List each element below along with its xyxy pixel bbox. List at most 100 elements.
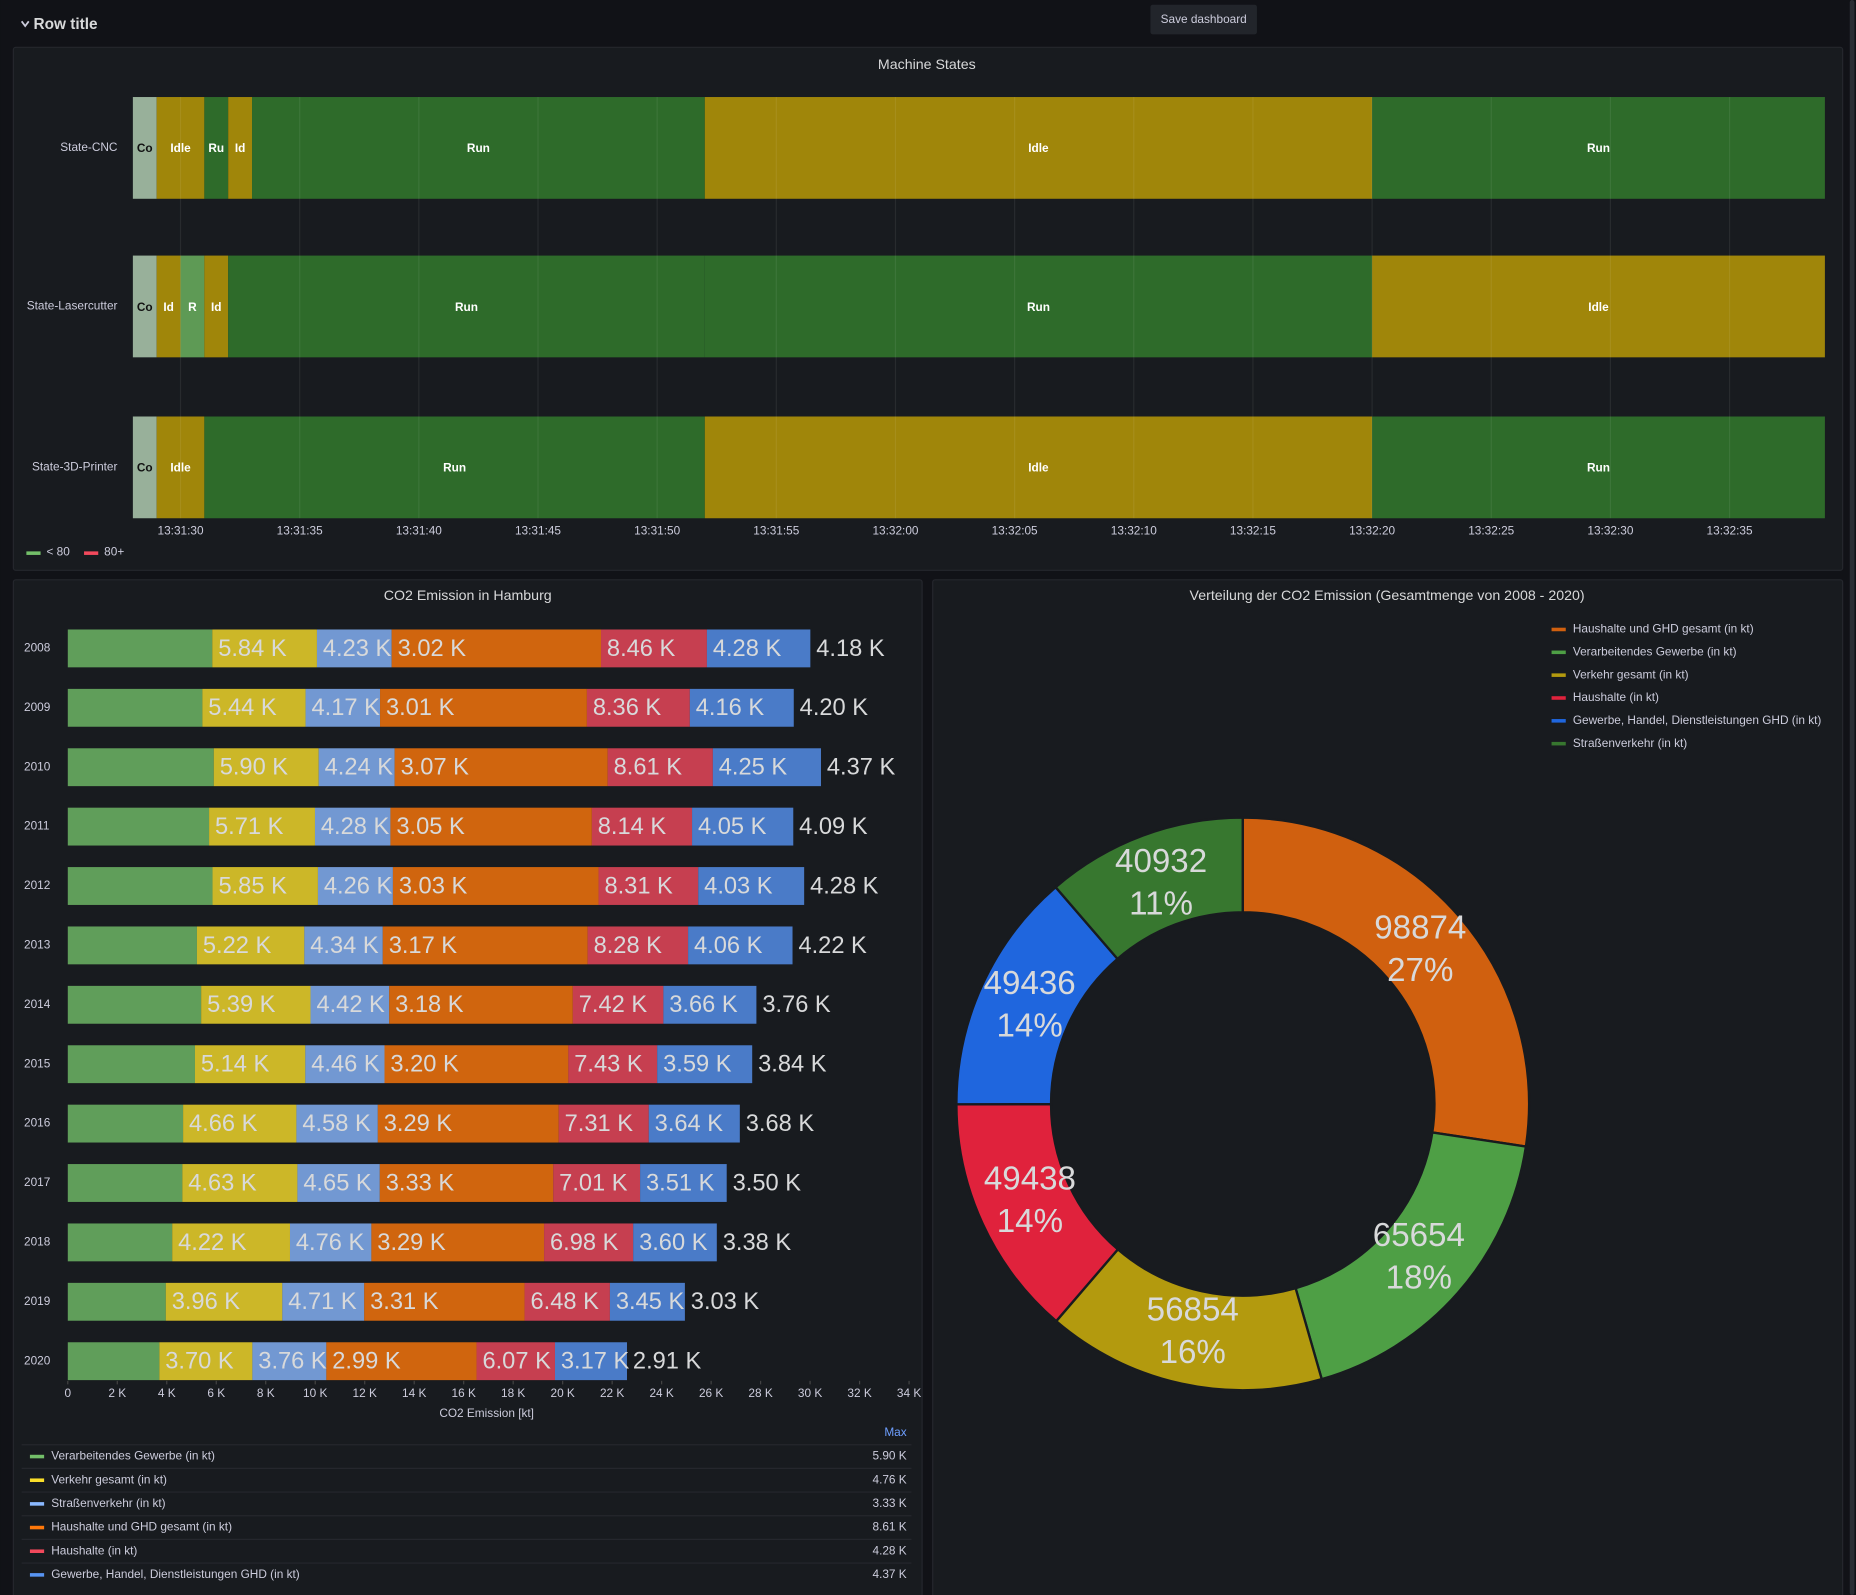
bar-segment <box>706 629 811 668</box>
legend-swatch <box>1551 627 1566 632</box>
state-label: Run <box>443 461 466 475</box>
value-label: 7.01 K <box>559 1170 628 1196</box>
bar-segment <box>67 807 210 846</box>
row-chevron[interactable] <box>20 20 30 28</box>
bar-segment <box>689 688 794 727</box>
value-label: 5.22 K <box>203 933 272 959</box>
y-tick-label: 2020 <box>24 1353 51 1367</box>
value-label: 5.84 K <box>218 636 287 662</box>
bar-segment <box>389 985 573 1024</box>
state-segment <box>132 255 157 358</box>
bar-segment <box>289 1223 372 1262</box>
legend-label[interactable]: Straßenverkehr (in kt) <box>51 1496 165 1510</box>
legend-label[interactable]: Verarbeitendes Gewerbe (in kt) <box>1573 644 1737 658</box>
bar-segment <box>572 985 664 1024</box>
y-tick-label: 2014 <box>24 997 51 1011</box>
legend-max: 5.90 K <box>872 1449 906 1463</box>
value-label: 3.50 K <box>733 1170 802 1196</box>
bar-segment <box>297 1164 380 1202</box>
legend-swatch <box>26 551 41 555</box>
bar-segment <box>598 867 699 905</box>
legend-label[interactable]: 80+ <box>104 545 124 559</box>
legend-swatch <box>29 1454 45 1459</box>
x-tick-label: 6 K <box>207 1386 225 1400</box>
value-label: 4.37 K <box>827 755 896 781</box>
value-label: 3.17 K <box>561 1349 630 1375</box>
bar-segment <box>212 629 317 668</box>
bar-segment <box>326 1342 477 1381</box>
slice-percent: 16% <box>1160 1334 1226 1371</box>
bar-segment <box>305 1045 385 1084</box>
value-label: 3.17 K <box>389 933 458 959</box>
legend-label[interactable]: Gewerbe, Handel, Dienstleistungen GHD (i… <box>1573 713 1822 727</box>
bar-segment <box>391 629 602 668</box>
state-segment <box>704 97 1373 199</box>
legend-label[interactable]: Verarbeitendes Gewerbe (in kt) <box>51 1449 215 1463</box>
legend-label[interactable]: Haushalte und GHD gesamt (in kt) <box>1573 622 1754 636</box>
value-label: 4.22 K <box>798 933 867 959</box>
value-label: 3.05 K <box>396 814 465 840</box>
value-label: 4.17 K <box>311 695 380 721</box>
value-label: 2.91 K <box>633 1349 702 1375</box>
scrollbar[interactable] <box>1849 0 1855 1595</box>
state-label: Run <box>1027 300 1050 314</box>
row-label: State-Lasercutter <box>27 299 118 313</box>
x-tick-label: 13:32:35 <box>1707 523 1753 537</box>
bar-segment <box>712 748 821 787</box>
bar-segment <box>212 867 318 905</box>
legend-label[interactable]: Gewerbe, Handel, Dienstleistungen GHD (i… <box>51 1567 300 1581</box>
legend-swatch <box>29 1525 45 1530</box>
bar-segment <box>524 1282 610 1321</box>
value-label: 3.76 K <box>762 992 831 1018</box>
x-tick-label: 20 K <box>550 1386 574 1400</box>
state-label: Idle <box>1588 300 1609 314</box>
bar-segment <box>317 867 393 905</box>
x-tick-label: 12 K <box>353 1386 377 1400</box>
value-label: 5.44 K <box>208 695 277 721</box>
x-tick-label: 13:32:25 <box>1468 523 1514 537</box>
x-tick-label: 14 K <box>402 1386 426 1400</box>
legend-label[interactable]: Verkehr gesamt (in kt) <box>51 1472 167 1486</box>
y-tick-label: 2011 <box>24 819 49 833</box>
bar-segment <box>640 1164 727 1202</box>
bar-segment <box>305 688 381 727</box>
state-segment <box>1372 416 1825 519</box>
bar-segment <box>392 867 599 905</box>
bar-segment <box>67 867 213 905</box>
x-tick-label: 28 K <box>748 1386 772 1400</box>
donut-slice <box>1241 816 1531 1148</box>
legend-label[interactable]: Straßenverkehr (in kt) <box>1573 736 1687 750</box>
panel <box>932 579 1844 1595</box>
value-label: 3.29 K <box>377 1230 446 1256</box>
timeline: State-CNC Co Idle Ru Id Run Idle Run State-Laser… <box>26 97 1825 559</box>
legend-label[interactable]: < 80 <box>46 545 70 559</box>
legend-label[interactable]: Haushalte (in kt) <box>51 1543 137 1557</box>
legend-label[interactable]: Haushalte und GHD gesamt (in kt) <box>51 1520 232 1534</box>
legend-label[interactable]: Haushalte (in kt) <box>1573 690 1659 704</box>
y-tick-label: 2019 <box>24 1294 51 1308</box>
bar-segment <box>601 629 707 668</box>
legend-label[interactable]: Verkehr gesamt (in kt) <box>1573 667 1689 681</box>
value-label: 3.01 K <box>386 695 455 721</box>
bar-segment <box>364 1282 525 1321</box>
y-tick-label: 2018 <box>24 1235 51 1249</box>
bar-segment <box>252 1342 327 1381</box>
y-tick-label: 2008 <box>24 641 51 655</box>
value-label: 3.03 K <box>399 873 468 899</box>
value-label: 3.20 K <box>390 1052 459 1078</box>
value-label: 3.31 K <box>370 1289 439 1315</box>
value-label: 4.58 K <box>302 1111 371 1137</box>
row-title[interactable]: Row title <box>33 16 98 33</box>
state-segment <box>228 255 705 358</box>
bar-segment <box>67 926 197 965</box>
x-tick-label: 13:32:05 <box>992 523 1038 537</box>
tooltip: Save dashboard <box>1161 12 1247 26</box>
bar-segment <box>380 688 587 727</box>
value-label: 4.22 K <box>178 1230 247 1256</box>
x-tick-label: 22 K <box>600 1386 624 1400</box>
state-label: Idle <box>170 141 191 155</box>
donut-chart: 98874 27% 65654 18% 56854 16% 49438 14% 49436 14%… <box>955 622 1822 1392</box>
bar-segment <box>201 985 311 1024</box>
value-label: 3.68 K <box>746 1111 815 1137</box>
donut-slice <box>1053 816 1244 961</box>
